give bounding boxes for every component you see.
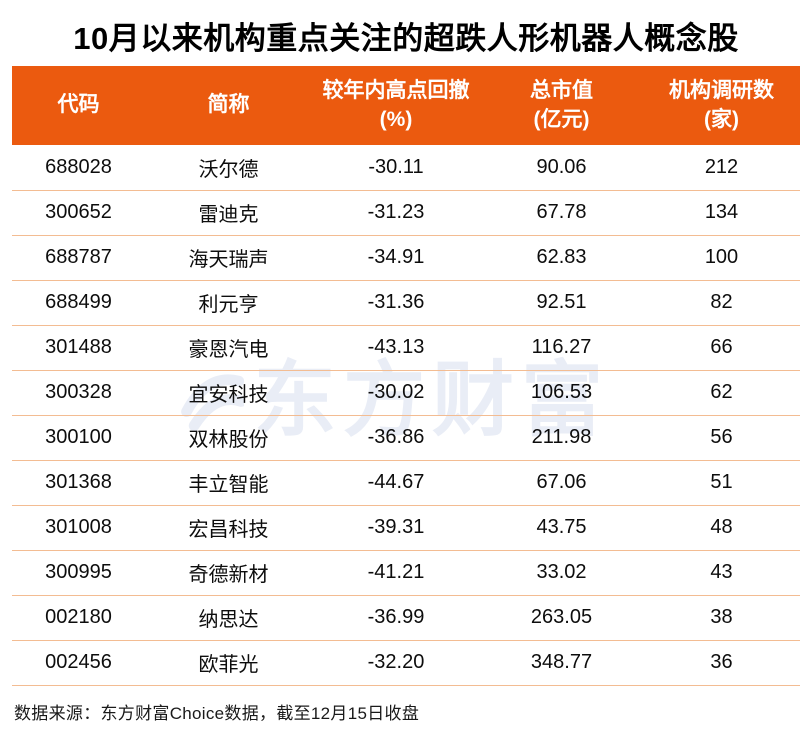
- cell-code: 301368: [12, 460, 145, 506]
- cell-drawdown_from_year_high_pct: -30.02: [312, 370, 480, 416]
- cell-institution_research_count: 66: [643, 325, 800, 371]
- table-row: 688499 利元亨 -31.36 92.51 82: [12, 280, 800, 326]
- cell-code: 300652: [12, 190, 145, 236]
- table-header-row: 代码 简称 较年内高点回撤 (%) 总市值 (亿元) 机构调研数 (家): [12, 66, 800, 145]
- cell-code: 002456: [12, 640, 145, 686]
- header-unit: (亿元): [533, 107, 590, 131]
- cell-total_market_cap_100m: 106.53: [480, 370, 643, 416]
- cell-drawdown_from_year_high_pct: -31.36: [312, 280, 480, 326]
- header-cell-name: 简称: [145, 66, 312, 145]
- cell-name: 丰立智能: [145, 460, 312, 506]
- header-cell-institution_research_count: 机构调研数 (家): [643, 66, 800, 145]
- stocks-table-grid: 代码 简称 较年内高点回撤 (%) 总市值 (亿元) 机构调研数 (家) 688028 沃尔德 -…: [12, 66, 800, 686]
- page-title: 10月以来机构重点关注的超跌人形机器人概念股: [73, 21, 739, 56]
- table-body: 688028 沃尔德 -30.11 90.06 212 300652 雷迪克 -31.23 67…: [12, 145, 800, 686]
- cell-institution_research_count: 43: [643, 550, 800, 596]
- cell-total_market_cap_100m: 90.06: [480, 145, 643, 191]
- cell-institution_research_count: 48: [643, 505, 800, 551]
- cell-code: 002180: [12, 595, 145, 641]
- cell-institution_research_count: 100: [643, 235, 800, 281]
- header-cell-code: 代码: [12, 66, 145, 145]
- header-label: 较年内高点回撤: [322, 79, 470, 103]
- cell-name: 沃尔德: [145, 145, 312, 191]
- header-cell-total_market_cap_100m: 总市值 (亿元): [480, 66, 643, 145]
- cell-drawdown_from_year_high_pct: -34.91: [312, 235, 480, 281]
- cell-institution_research_count: 62: [643, 370, 800, 416]
- cell-institution_research_count: 134: [643, 190, 800, 236]
- cell-total_market_cap_100m: 263.05: [480, 595, 643, 641]
- table-row: 301008 宏昌科技 -39.31 43.75 48: [12, 505, 800, 551]
- table-row: 301368 丰立智能 -44.67 67.06 51: [12, 460, 800, 506]
- table-row: 688028 沃尔德 -30.11 90.06 212: [12, 145, 800, 191]
- cell-code: 300995: [12, 550, 145, 596]
- header-label: 机构调研数: [669, 79, 774, 103]
- cell-code: 301488: [12, 325, 145, 371]
- table-row: 002456 欧菲光 -32.20 348.77 36: [12, 640, 800, 686]
- cell-total_market_cap_100m: 43.75: [480, 505, 643, 551]
- cell-institution_research_count: 51: [643, 460, 800, 506]
- cell-total_market_cap_100m: 348.77: [480, 640, 643, 686]
- cell-name: 宏昌科技: [145, 505, 312, 551]
- cell-code: 688028: [12, 145, 145, 191]
- table-row: 300995 奇德新材 -41.21 33.02 43: [12, 550, 800, 596]
- header-unit: (家): [704, 107, 739, 131]
- data-source-note: 数据来源：东方财富Choice数据，截至12月15日收盘: [14, 703, 420, 723]
- cell-drawdown_from_year_high_pct: -36.99: [312, 595, 480, 641]
- cell-total_market_cap_100m: 67.06: [480, 460, 643, 506]
- cell-code: 688787: [12, 235, 145, 281]
- cell-drawdown_from_year_high_pct: -31.23: [312, 190, 480, 236]
- cell-institution_research_count: 212: [643, 145, 800, 191]
- header-label: 代码: [57, 93, 100, 117]
- header-label: 简称: [207, 93, 250, 117]
- cell-code: 688499: [12, 280, 145, 326]
- cell-drawdown_from_year_high_pct: -36.86: [312, 415, 480, 461]
- table-row: 300100 双林股份 -36.86 211.98 56: [12, 415, 800, 461]
- cell-code: 301008: [12, 505, 145, 551]
- cell-drawdown_from_year_high_pct: -44.67: [312, 460, 480, 506]
- cell-drawdown_from_year_high_pct: -43.13: [312, 325, 480, 371]
- table-row: 300652 雷迪克 -31.23 67.78 134: [12, 190, 800, 236]
- cell-code: 300328: [12, 370, 145, 416]
- cell-name: 利元亨: [145, 280, 312, 326]
- cell-name: 豪恩汽电: [145, 325, 312, 371]
- table-row: 300328 宜安科技 -30.02 106.53 62: [12, 370, 800, 416]
- cell-total_market_cap_100m: 67.78: [480, 190, 643, 236]
- table-row: 002180 纳思达 -36.99 263.05 38: [12, 595, 800, 641]
- cell-name: 欧菲光: [145, 640, 312, 686]
- stocks-table: 代码 简称 较年内高点回撤 (%) 总市值 (亿元) 机构调研数 (家) 688028 沃尔德 -…: [12, 66, 800, 686]
- cell-name: 纳思达: [145, 595, 312, 641]
- cell-total_market_cap_100m: 33.02: [480, 550, 643, 596]
- table-row: 301488 豪恩汽电 -43.13 116.27 66: [12, 325, 800, 371]
- cell-drawdown_from_year_high_pct: -32.20: [312, 640, 480, 686]
- cell-total_market_cap_100m: 116.27: [480, 325, 643, 371]
- cell-name: 雷迪克: [145, 190, 312, 236]
- cell-institution_research_count: 82: [643, 280, 800, 326]
- header-cell-drawdown_from_year_high_pct: 较年内高点回撤 (%): [312, 66, 480, 145]
- cell-name: 双林股份: [145, 415, 312, 461]
- cell-total_market_cap_100m: 211.98: [480, 415, 643, 461]
- cell-name: 奇德新材: [145, 550, 312, 596]
- table-header: 代码 简称 较年内高点回撤 (%) 总市值 (亿元) 机构调研数 (家): [12, 66, 800, 145]
- cell-institution_research_count: 56: [643, 415, 800, 461]
- cell-drawdown_from_year_high_pct: -41.21: [312, 550, 480, 596]
- header-label: 总市值: [530, 79, 593, 103]
- cell-total_market_cap_100m: 92.51: [480, 280, 643, 326]
- cell-name: 宜安科技: [145, 370, 312, 416]
- cell-drawdown_from_year_high_pct: -39.31: [312, 505, 480, 551]
- cell-total_market_cap_100m: 62.83: [480, 235, 643, 281]
- cell-drawdown_from_year_high_pct: -30.11: [312, 145, 480, 191]
- cell-institution_research_count: 36: [643, 640, 800, 686]
- cell-code: 300100: [12, 415, 145, 461]
- cell-name: 海天瑞声: [145, 235, 312, 281]
- cell-institution_research_count: 38: [643, 595, 800, 641]
- table-row: 688787 海天瑞声 -34.91 62.83 100: [12, 235, 800, 281]
- header-unit: (%): [379, 107, 413, 131]
